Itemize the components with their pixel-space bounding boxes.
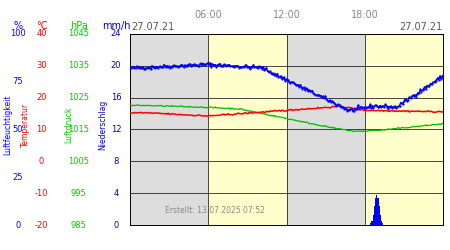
Text: 06:00: 06:00 [194,10,222,20]
Text: 4: 4 [113,188,119,198]
Text: 27.07.21: 27.07.21 [131,22,174,32]
Text: 1005: 1005 [68,157,89,166]
Bar [372,220,373,225]
Text: 0: 0 [39,157,44,166]
Text: 20: 20 [111,61,122,70]
Bar [374,206,375,225]
Bar [381,224,383,225]
Text: Niederschlag: Niederschlag [98,100,107,150]
Text: 75: 75 [13,77,23,86]
Text: 16: 16 [111,93,122,102]
Text: 0: 0 [15,220,21,230]
Text: 10: 10 [36,125,47,134]
Text: 12: 12 [111,125,122,134]
Bar [377,198,378,225]
Text: 30: 30 [36,61,47,70]
Text: 8: 8 [113,157,119,166]
Text: 100: 100 [10,29,26,38]
Bar [130,34,208,225]
Text: 18:00: 18:00 [351,10,379,20]
Text: 20: 20 [36,93,47,102]
Bar [382,224,384,225]
Text: 25: 25 [13,173,23,182]
Text: 0: 0 [113,220,119,230]
Text: 24: 24 [111,29,122,38]
Bar [380,220,382,225]
Bar [375,198,376,225]
Bar [373,215,374,225]
Text: 27.07.21: 27.07.21 [399,22,442,32]
Text: 50: 50 [13,125,23,134]
Bar [378,206,380,225]
Bar [365,34,443,225]
Text: Luftfeuchtigkeit: Luftfeuchtigkeit [4,95,13,155]
Text: mm/h: mm/h [102,21,130,31]
Text: %: % [14,21,22,31]
Text: Temperatur: Temperatur [21,103,30,147]
Bar [376,195,378,225]
Text: 1025: 1025 [68,93,89,102]
Bar [369,224,371,225]
Bar [287,34,365,225]
Text: Erstellt: 13.07.2025 07:52: Erstellt: 13.07.2025 07:52 [165,206,265,216]
Text: 995: 995 [71,188,86,198]
Bar [208,34,287,225]
Text: 1045: 1045 [68,29,89,38]
Text: Luftdruck: Luftdruck [64,107,73,143]
Bar [379,215,381,225]
Text: 12:00: 12:00 [273,10,301,20]
Bar [370,224,372,225]
Text: -10: -10 [35,188,48,198]
Text: 1015: 1015 [68,125,89,134]
Text: 40: 40 [36,29,47,38]
Text: 985: 985 [71,220,87,230]
Text: 1035: 1035 [68,61,89,70]
Text: °C: °C [36,21,47,31]
Text: -20: -20 [35,220,48,230]
Text: hPa: hPa [70,21,88,31]
